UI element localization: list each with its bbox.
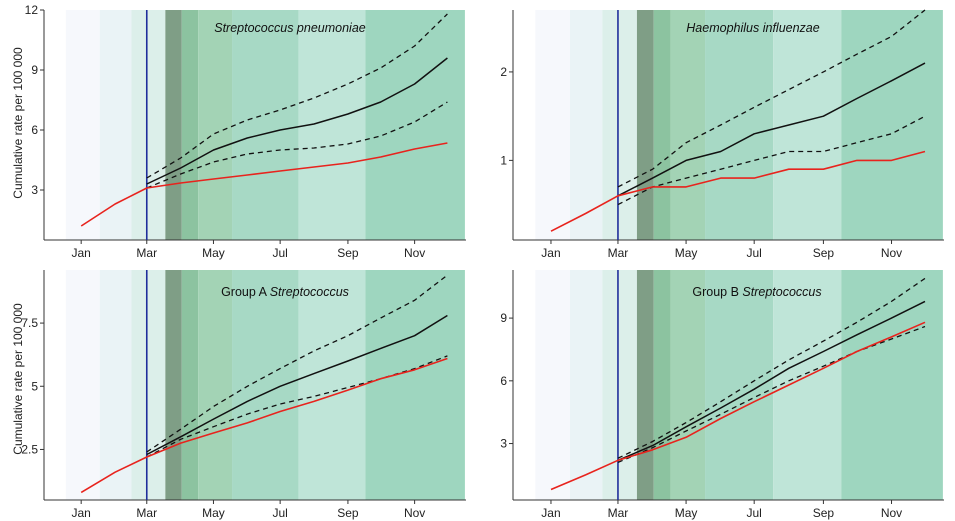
- x-tick-label: Mar: [136, 246, 157, 260]
- phase-band: [670, 270, 706, 500]
- series-upper-line: [146, 274, 448, 453]
- phase-band: [298, 270, 366, 500]
- panel-title: Haemophilus influenzae: [686, 21, 819, 35]
- phase-band: [365, 270, 465, 500]
- x-tick-label: Mar: [608, 246, 629, 260]
- y-tick-label: 2: [500, 65, 507, 79]
- y-tick-label: 9: [31, 63, 38, 77]
- series-lower-line: [617, 115, 926, 206]
- panel-title-italic: Streptococcus: [270, 285, 349, 299]
- phase-band: [636, 10, 654, 240]
- phase-band: [636, 270, 654, 500]
- y-tick-label: 1: [500, 153, 507, 167]
- x-tick-label: Sep: [813, 506, 835, 520]
- series-observed-line: [550, 150, 926, 232]
- x-tick-label: Jul: [272, 506, 287, 520]
- phase-band: [773, 270, 842, 500]
- phase-band: [653, 270, 671, 500]
- phase-band: [232, 10, 299, 240]
- series-upper-line: [146, 13, 448, 179]
- panel-title: Group B Streptococcus: [692, 285, 821, 299]
- series-observed-line: [80, 357, 448, 494]
- x-tick-label: Mar: [136, 506, 157, 520]
- panel-title: Group A Streptococcus: [221, 285, 349, 299]
- x-tick-label: Sep: [337, 506, 359, 520]
- series-expected-line: [146, 57, 448, 185]
- x-tick-label: Jul: [272, 246, 287, 260]
- phase-band: [99, 10, 132, 240]
- y-tick-label: 5: [31, 379, 38, 393]
- y-tick-label: 6: [500, 374, 507, 388]
- x-tick-label: Nov: [881, 246, 902, 260]
- phase-band: [773, 10, 842, 240]
- panel-2: 1 2 Jan Mar May Jul Sep Nov Haemophilus influenz…: [500, 9, 944, 260]
- phase-band: [165, 270, 182, 500]
- x-tick-label: Jan: [71, 506, 90, 520]
- x-tick-label: Jan: [541, 246, 560, 260]
- phase-band: [181, 270, 199, 500]
- phase-band: [569, 10, 603, 240]
- x-tick-label: Jul: [747, 246, 762, 260]
- panel-title-prefix: Group B: [692, 285, 742, 299]
- phase-band: [198, 10, 233, 240]
- phase-band: [198, 270, 233, 500]
- y-tick-label: 12: [25, 3, 39, 17]
- series-expected-line: [146, 314, 448, 456]
- phase-band: [569, 270, 603, 500]
- phase-band: [131, 10, 166, 240]
- x-tick-label: Nov: [404, 506, 425, 520]
- panel-4: 3 6 9 Jan Mar May Jul Sep Nov Group B Streptococc…: [500, 270, 944, 520]
- x-tick-label: Jan: [541, 506, 560, 520]
- series-observed-line: [550, 321, 926, 491]
- series-expected-line: [617, 300, 926, 461]
- phase-band: [131, 270, 166, 500]
- phase-band: [365, 10, 465, 240]
- x-tick-label: Nov: [881, 506, 902, 520]
- phase-band: [99, 270, 132, 500]
- x-tick-label: May: [202, 506, 225, 520]
- x-tick-label: May: [675, 506, 698, 520]
- panel-title-italic: Streptococcus: [742, 285, 821, 299]
- x-tick-label: Jul: [747, 506, 762, 520]
- phase-band: [165, 10, 182, 240]
- y-tick-label: 9: [500, 311, 507, 325]
- y-tick-label: 7.5: [21, 316, 38, 330]
- series-observed-line: [80, 142, 448, 227]
- phase-band: [841, 10, 943, 240]
- phase-band: [232, 270, 299, 500]
- panel-3: 2.5 5 7.5 Jan Mar May Jul Sep Nov Group A Strepto…: [21, 270, 466, 520]
- x-tick-label: Mar: [608, 506, 629, 520]
- y-tick-label: 2.5: [21, 442, 38, 456]
- phase-band: [181, 10, 199, 240]
- x-tick-label: Nov: [404, 246, 425, 260]
- phase-band: [653, 10, 671, 240]
- series-lower-line: [617, 325, 926, 463]
- phase-band: [841, 270, 943, 500]
- phase-band: [705, 10, 774, 240]
- series-lower-line: [146, 101, 448, 189]
- series-upper-line: [617, 277, 926, 459]
- series-expected-line: [617, 62, 926, 197]
- phase-band: [535, 270, 570, 500]
- panel-title-prefix: Group A: [221, 285, 270, 299]
- phase-band: [65, 10, 100, 240]
- y-tick-label: 6: [31, 123, 38, 137]
- x-tick-label: May: [202, 246, 225, 260]
- panel-1: 3 6 9 12 Jan Mar May Jul Sep Nov Streptococcus pne…: [25, 3, 466, 260]
- phase-band: [670, 10, 706, 240]
- x-tick-label: Sep: [813, 246, 835, 260]
- phase-band: [535, 10, 570, 240]
- phase-band: [602, 10, 637, 240]
- x-tick-label: May: [675, 246, 698, 260]
- phase-band: [65, 270, 100, 500]
- x-tick-label: Jan: [71, 246, 90, 260]
- x-tick-label: Sep: [337, 246, 359, 260]
- y-tick-label: 3: [500, 437, 507, 451]
- panel-title: Streptococcus pneumoniae: [214, 21, 366, 35]
- y-tick-label: 3: [31, 183, 38, 197]
- phase-band: [705, 270, 774, 500]
